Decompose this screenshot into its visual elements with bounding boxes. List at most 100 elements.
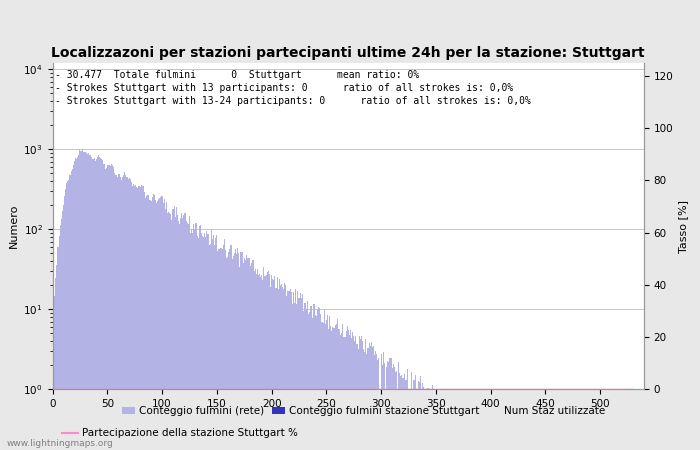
Bar xyxy=(106,389,108,450)
Bar xyxy=(83,389,84,450)
Bar xyxy=(201,233,202,450)
Bar xyxy=(391,368,393,450)
Bar xyxy=(405,389,406,450)
Bar xyxy=(628,389,629,450)
Bar xyxy=(216,235,218,450)
Bar xyxy=(600,389,601,450)
Bar xyxy=(524,389,525,450)
Bar xyxy=(319,308,321,450)
Bar xyxy=(78,156,79,450)
Bar xyxy=(206,231,207,450)
Bar xyxy=(202,236,203,450)
Bar xyxy=(466,389,467,450)
Bar xyxy=(629,389,630,450)
Partecipazione della stazione Stuttgart % xyxy=(599,387,608,392)
Bar xyxy=(464,389,465,450)
Bar xyxy=(129,178,130,450)
Bar xyxy=(514,389,515,450)
Bar xyxy=(87,154,88,450)
Bar xyxy=(331,389,332,450)
Bar xyxy=(335,389,336,450)
Bar xyxy=(106,165,108,450)
Bar xyxy=(521,389,522,450)
Bar xyxy=(583,389,584,450)
Bar xyxy=(583,389,584,450)
Bar xyxy=(79,149,81,450)
Bar xyxy=(241,389,242,450)
Bar xyxy=(235,249,236,450)
Bar xyxy=(337,389,338,450)
Bar xyxy=(323,389,325,450)
Bar xyxy=(152,389,153,450)
Bar xyxy=(288,291,290,450)
Bar xyxy=(585,389,587,450)
Bar xyxy=(384,389,385,450)
Bar xyxy=(240,252,241,450)
Bar xyxy=(286,389,288,450)
Bar xyxy=(169,213,170,450)
Bar xyxy=(368,343,370,450)
Partecipazione della stazione Stuttgart % xyxy=(169,387,177,392)
Bar xyxy=(189,216,190,450)
Bar xyxy=(412,389,414,450)
Bar xyxy=(420,376,421,450)
Bar xyxy=(366,389,368,450)
Bar xyxy=(492,389,493,450)
Bar xyxy=(406,380,407,450)
Bar xyxy=(65,389,66,450)
Partecipazione della stazione Stuttgart % xyxy=(629,387,637,392)
Bar xyxy=(514,389,515,450)
Bar xyxy=(329,389,330,450)
Bar xyxy=(544,389,545,450)
Bar xyxy=(467,389,468,450)
Bar xyxy=(87,389,88,450)
Bar xyxy=(100,389,102,450)
Bar xyxy=(53,389,54,450)
Bar xyxy=(422,383,423,450)
Bar xyxy=(567,389,568,450)
Bar xyxy=(440,389,441,450)
Bar xyxy=(64,196,65,450)
Bar xyxy=(499,389,500,450)
Bar xyxy=(363,349,364,450)
Bar xyxy=(592,389,593,450)
Bar xyxy=(354,389,356,450)
Title: Localizzazoni per stazioni partecipanti ultime 24h per la stazione: Stuttgart: Localizzazoni per stazioni partecipanti … xyxy=(51,46,645,60)
Bar xyxy=(275,389,276,450)
Bar xyxy=(116,389,117,450)
Bar xyxy=(316,389,317,450)
Bar xyxy=(507,389,508,450)
Bar xyxy=(203,389,204,450)
Bar xyxy=(164,209,166,450)
Bar xyxy=(617,389,618,450)
Bar xyxy=(203,237,204,450)
Bar xyxy=(97,157,98,450)
Bar xyxy=(327,315,328,450)
Bar xyxy=(591,389,592,450)
Bar xyxy=(509,389,510,450)
Bar xyxy=(258,275,259,450)
Bar xyxy=(114,173,116,450)
Bar xyxy=(527,389,528,450)
Bar xyxy=(457,389,458,450)
Bar xyxy=(118,175,119,450)
Bar xyxy=(142,389,143,450)
Bar xyxy=(538,389,540,450)
Bar xyxy=(360,336,362,450)
Bar xyxy=(300,298,302,450)
Bar xyxy=(385,389,386,450)
Bar xyxy=(610,389,612,450)
Bar xyxy=(329,316,330,450)
Bar xyxy=(365,389,366,450)
Bar xyxy=(280,285,281,450)
Bar xyxy=(546,389,547,450)
Bar xyxy=(381,389,382,450)
Bar xyxy=(466,389,467,450)
Bar xyxy=(372,389,373,450)
Bar xyxy=(384,363,385,450)
Bar xyxy=(526,389,527,450)
Bar xyxy=(566,389,567,450)
Bar xyxy=(182,218,183,450)
Bar xyxy=(510,389,511,450)
Bar xyxy=(67,181,69,450)
